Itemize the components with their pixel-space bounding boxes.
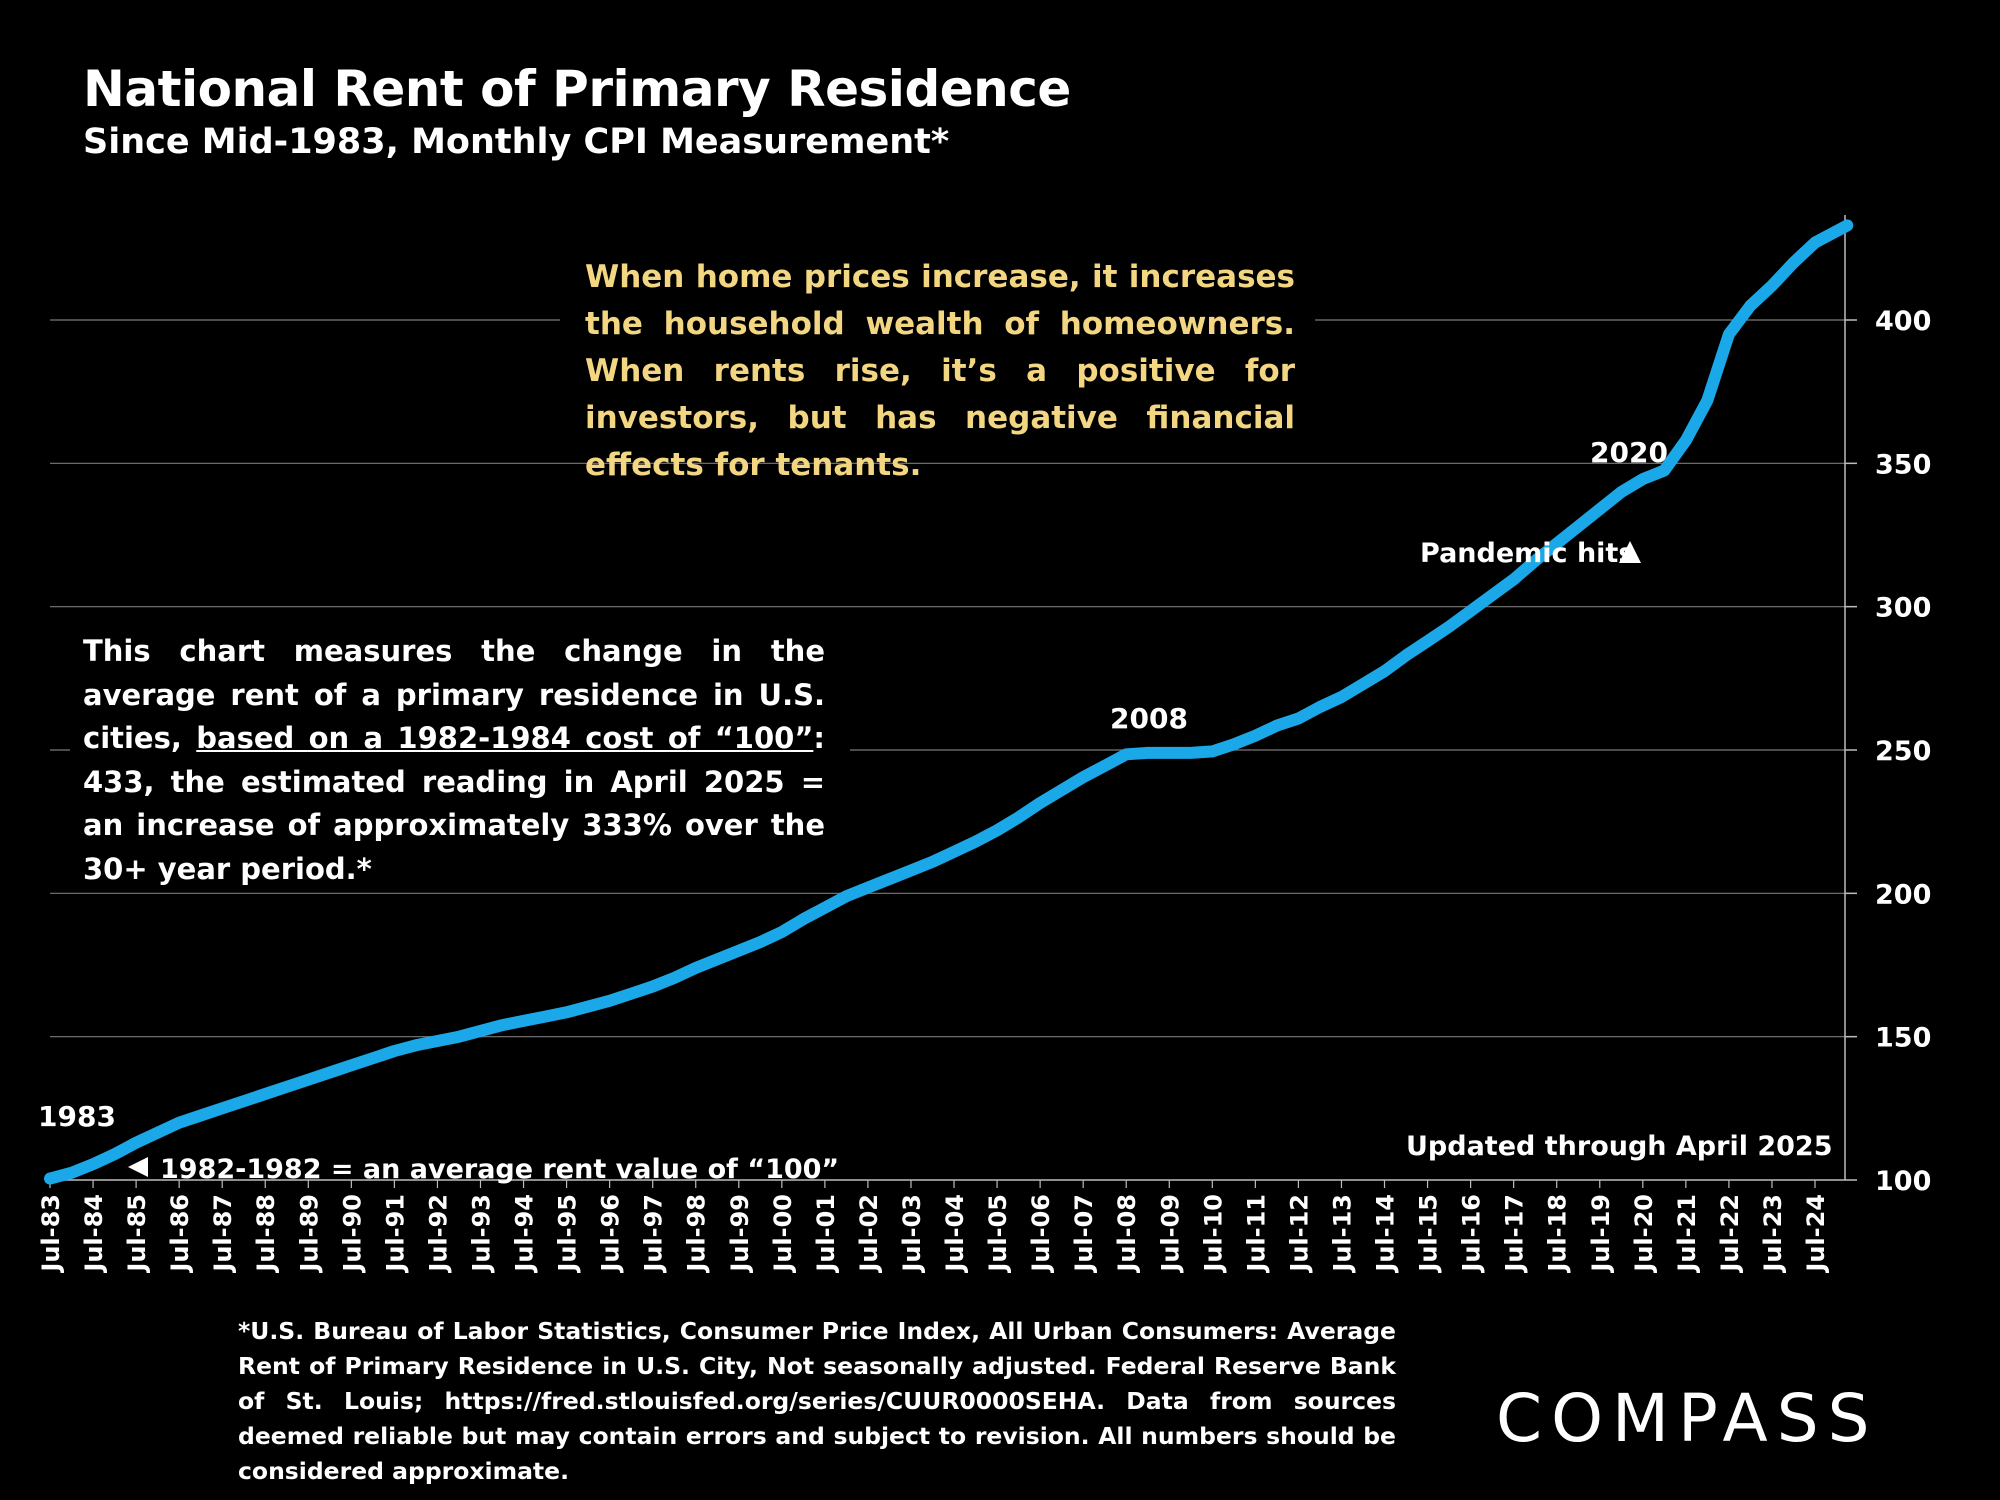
x-tick-label-Jul-10: Jul-10 — [1199, 1194, 1227, 1274]
x-tick-label-Jul-24: Jul-24 — [1802, 1194, 1830, 1274]
x-tick-label-Jul-19: Jul-19 — [1587, 1194, 1615, 1274]
y-tick-label-100: 100 — [1875, 1166, 1931, 1197]
label-2008: 2008 — [1110, 702, 1188, 735]
x-tick-label-Jul-88: Jul-88 — [252, 1194, 280, 1274]
explanation-underlined: based on a 1982-1984 cost of “100” — [196, 721, 814, 755]
x-tick-label-Jul-09: Jul-09 — [1156, 1194, 1184, 1274]
x-tick-label-Jul-18: Jul-18 — [1544, 1194, 1572, 1274]
callout-text: When home prices increase, it increases … — [585, 259, 1295, 483]
x-tick-label-Jul-08: Jul-08 — [1113, 1194, 1141, 1274]
x-tick-label-Jul-89: Jul-89 — [295, 1194, 323, 1274]
series-line-0 — [44, 219, 1854, 1185]
x-tick-label-Jul-17: Jul-17 — [1501, 1194, 1529, 1274]
x-tick-label-Jul-84: Jul-84 — [80, 1194, 108, 1274]
x-tick-label-Jul-99: Jul-99 — [726, 1194, 754, 1274]
label-2020: 2020 — [1590, 436, 1668, 469]
x-tick-label-Jul-05: Jul-05 — [984, 1194, 1012, 1274]
explanation-part2: : 433, the estimated reading in April 20… — [83, 721, 825, 886]
x-tick-label-Jul-98: Jul-98 — [683, 1194, 711, 1274]
y-tick-label-350: 350 — [1875, 449, 1931, 480]
callout-mask — [560, 232, 1315, 432]
x-tick-label-Jul-93: Jul-93 — [467, 1194, 495, 1274]
x-tick-label-Jul-97: Jul-97 — [640, 1194, 668, 1274]
explain-mask — [70, 616, 850, 852]
x-tick-label-Jul-01: Jul-01 — [812, 1194, 840, 1274]
x-tick-label-Jul-20: Jul-20 — [1630, 1194, 1658, 1274]
y-axis: 100 150 200 250 300 350 400 — [1844, 215, 1931, 1197]
source-footnote: *U.S. Bureau of Labor Statistics, Consum… — [238, 1317, 1396, 1485]
series-layer — [44, 219, 1854, 1185]
x-tick-label-Jul-12: Jul-12 — [1285, 1194, 1313, 1274]
y-tick-label-200: 200 — [1875, 879, 1931, 910]
x-tick-label-Jul-96: Jul-96 — [597, 1194, 625, 1274]
x-tick-label-Jul-87: Jul-87 — [209, 1194, 237, 1274]
x-tick-label-Jul-23: Jul-23 — [1759, 1194, 1787, 1274]
compass-logo: COMPASS — [1496, 1380, 1879, 1457]
label-pandemic: Pandemic hits — [1420, 538, 1634, 569]
x-tick-label-Jul-06: Jul-06 — [1027, 1194, 1055, 1274]
explanation-text: This chart measures the change in the av… — [83, 630, 825, 891]
x-tick-label-Jul-94: Jul-94 — [511, 1194, 539, 1274]
label-1983: 1983 — [38, 1100, 116, 1133]
y-tick-label-300: 300 — [1875, 593, 1931, 624]
x-tick-label-Jul-02: Jul-02 — [855, 1194, 883, 1274]
x-tick-label-Jul-22: Jul-22 — [1716, 1194, 1744, 1274]
x-tick-label-Jul-91: Jul-91 — [381, 1194, 409, 1274]
y-tick-label-150: 150 — [1875, 1023, 1931, 1054]
x-tick-label-Jul-07: Jul-07 — [1070, 1194, 1098, 1274]
x-tick-label-Jul-92: Jul-92 — [424, 1194, 452, 1274]
x-tick-label-Jul-14: Jul-14 — [1372, 1194, 1400, 1274]
x-tick-label-Jul-15: Jul-15 — [1415, 1194, 1443, 1274]
base-note-triangle-icon — [128, 1157, 148, 1177]
y-tick-label-250: 250 — [1875, 736, 1931, 767]
label-updated: Updated through April 2025 — [1406, 1131, 1833, 1162]
x-tick-label-Jul-86: Jul-86 — [166, 1194, 194, 1274]
chart-title: National Rent of Primary Residence — [83, 60, 1071, 118]
x-tick-label-Jul-90: Jul-90 — [338, 1194, 366, 1274]
label-base-note: 1982-1982 = an average rent value of “10… — [160, 1154, 839, 1185]
x-tick-label-Jul-95: Jul-95 — [554, 1194, 582, 1274]
x-tick-label-Jul-11: Jul-11 — [1242, 1194, 1270, 1274]
x-tick-label-Jul-04: Jul-04 — [941, 1194, 969, 1274]
explanation-part1: This chart measures the change in the av… — [83, 634, 825, 755]
x-axis: Jul-83 Jul-84 Jul-85 Jul-86 Jul-87 Jul-88 Jul-… — [37, 1179, 1845, 1274]
x-tick-label-Jul-83: Jul-83 — [37, 1194, 65, 1274]
x-tick-label-Jul-00: Jul-00 — [769, 1194, 797, 1274]
x-tick-label-Jul-85: Jul-85 — [123, 1194, 151, 1274]
x-tick-label-Jul-03: Jul-03 — [898, 1194, 926, 1274]
pandemic-triangle-icon — [1619, 541, 1641, 563]
chart-subtitle: Since Mid-1983, Monthly CPI Measurement* — [83, 122, 950, 162]
x-tick-label-Jul-21: Jul-21 — [1673, 1194, 1701, 1274]
annotations-layer: 1983 2008 2020 Pandemic hits 1982-1982 = an … — [38, 436, 1833, 1185]
x-tick-label-Jul-16: Jul-16 — [1458, 1194, 1486, 1274]
y-tick-label-400: 400 — [1875, 306, 1931, 337]
x-tick-label-Jul-13: Jul-13 — [1328, 1194, 1356, 1274]
grid-lines — [50, 232, 1845, 1038]
